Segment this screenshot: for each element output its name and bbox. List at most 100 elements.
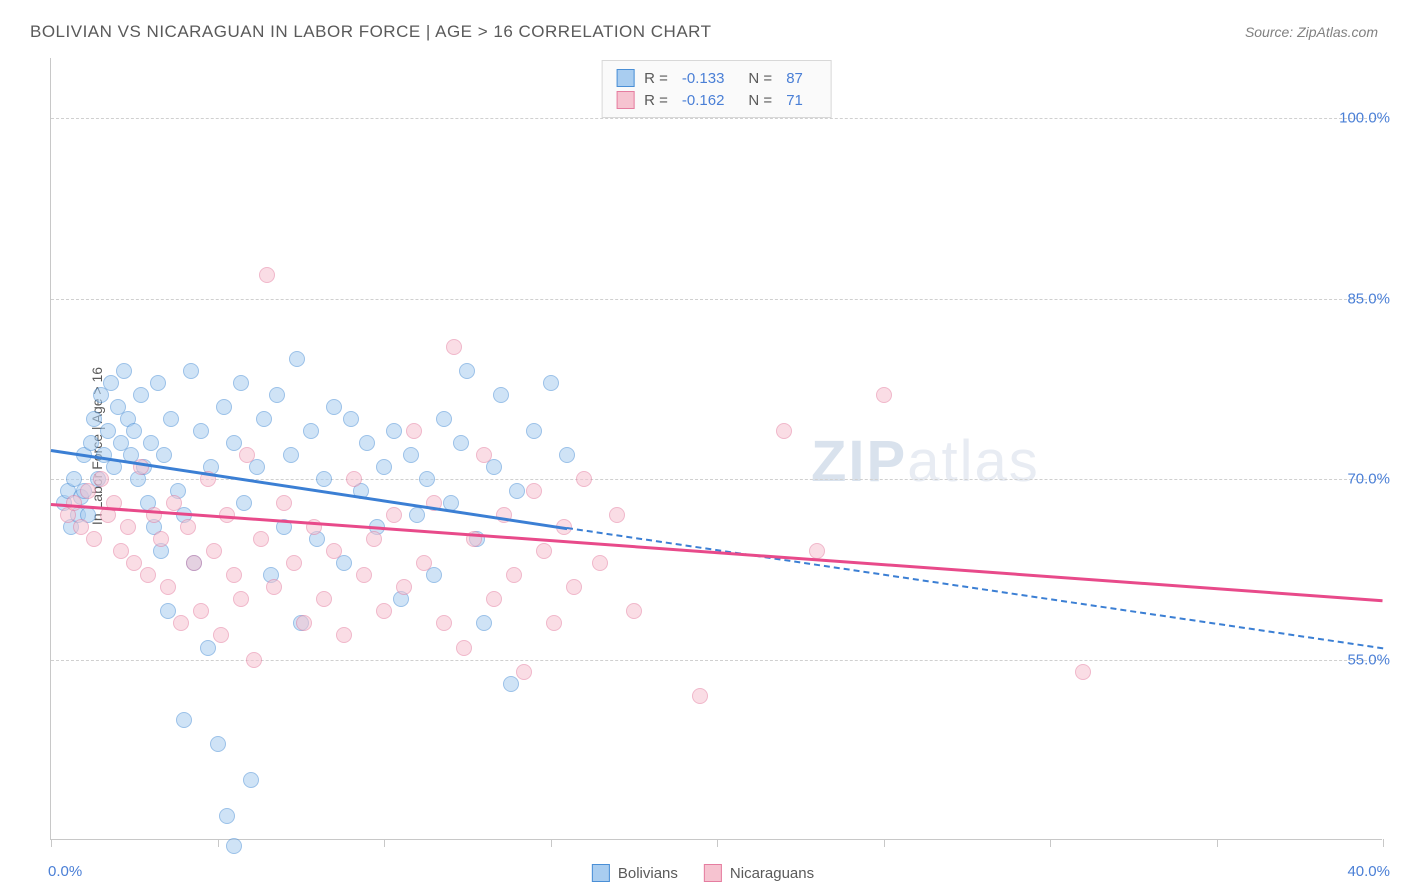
data-point xyxy=(160,603,176,619)
source-attribution: Source: ZipAtlas.com xyxy=(1245,24,1378,40)
data-point xyxy=(226,435,242,451)
trend-line xyxy=(51,503,1383,602)
data-point xyxy=(592,555,608,571)
data-point xyxy=(406,423,422,439)
x-tick xyxy=(1050,839,1051,847)
data-point xyxy=(180,519,196,535)
data-point xyxy=(409,507,425,523)
data-point xyxy=(73,519,89,535)
legend-label: Nicaraguans xyxy=(730,865,814,882)
watermark-bold: ZIP xyxy=(811,429,907,494)
legend-swatch xyxy=(616,91,634,109)
data-point xyxy=(506,567,522,583)
stat-n-label: N = xyxy=(748,92,772,109)
data-point xyxy=(143,435,159,451)
data-point xyxy=(316,591,332,607)
data-point xyxy=(66,495,82,511)
data-point xyxy=(173,615,189,631)
data-point xyxy=(276,495,292,511)
data-point xyxy=(526,423,542,439)
data-point xyxy=(416,555,432,571)
data-point xyxy=(809,543,825,559)
data-point xyxy=(206,543,222,559)
data-point xyxy=(486,591,502,607)
data-point xyxy=(296,615,312,631)
data-point xyxy=(286,555,302,571)
data-point xyxy=(226,567,242,583)
data-point xyxy=(236,495,252,511)
x-tick xyxy=(717,839,718,847)
data-point xyxy=(269,387,285,403)
gridline xyxy=(51,118,1382,119)
data-point xyxy=(289,351,305,367)
legend-item: Bolivians xyxy=(592,864,678,882)
x-tick-label: 40.0% xyxy=(1347,863,1390,880)
x-tick xyxy=(551,839,552,847)
data-point xyxy=(326,399,342,415)
legend-swatch xyxy=(616,69,634,87)
data-point xyxy=(253,531,269,547)
legend-swatch xyxy=(592,864,610,882)
data-point xyxy=(103,375,119,391)
data-point xyxy=(576,471,592,487)
series-legend: Bolivians Nicaraguans xyxy=(592,864,814,882)
data-point xyxy=(493,387,509,403)
data-point xyxy=(150,375,166,391)
data-point xyxy=(283,447,299,463)
data-point xyxy=(546,615,562,631)
legend-item: Nicaraguans xyxy=(704,864,814,882)
data-point xyxy=(326,543,342,559)
data-point xyxy=(346,471,362,487)
data-point xyxy=(503,676,519,692)
data-point xyxy=(456,640,472,656)
data-point xyxy=(213,627,229,643)
stat-r-value: -0.162 xyxy=(682,92,725,109)
data-point xyxy=(86,411,102,427)
data-point xyxy=(210,736,226,752)
data-point xyxy=(166,495,182,511)
data-point xyxy=(233,591,249,607)
data-point xyxy=(476,615,492,631)
stats-legend: R =-0.133N =87R =-0.162N =71 xyxy=(601,60,832,118)
data-point xyxy=(140,567,156,583)
data-point xyxy=(239,447,255,463)
data-point xyxy=(359,435,375,451)
data-point xyxy=(386,507,402,523)
data-point xyxy=(266,579,282,595)
data-point xyxy=(396,579,412,595)
data-point xyxy=(183,363,199,379)
stat-r-value: -0.133 xyxy=(682,70,725,87)
data-point xyxy=(233,375,249,391)
data-point xyxy=(126,423,142,439)
data-point xyxy=(876,387,892,403)
x-tick-label: 0.0% xyxy=(48,863,82,880)
data-point xyxy=(259,267,275,283)
data-point xyxy=(626,603,642,619)
data-point xyxy=(536,543,552,559)
legend-label: Bolivians xyxy=(618,865,678,882)
x-tick xyxy=(1383,839,1384,847)
data-point xyxy=(116,363,132,379)
data-point xyxy=(1075,664,1091,680)
x-tick xyxy=(218,839,219,847)
data-point xyxy=(93,471,109,487)
data-point xyxy=(566,579,582,595)
data-point xyxy=(303,423,319,439)
y-tick-label: 100.0% xyxy=(1339,110,1390,127)
data-point xyxy=(543,375,559,391)
data-point xyxy=(133,387,149,403)
data-point xyxy=(526,483,542,499)
data-point xyxy=(459,363,475,379)
data-point xyxy=(386,423,402,439)
stats-legend-row: R =-0.162N =71 xyxy=(616,89,817,111)
data-point xyxy=(246,652,262,668)
stat-n-value: 87 xyxy=(786,70,803,87)
data-point xyxy=(163,411,179,427)
data-point xyxy=(226,838,242,854)
data-point xyxy=(200,640,216,656)
x-tick xyxy=(51,839,52,847)
data-point xyxy=(120,519,136,535)
y-tick-label: 70.0% xyxy=(1347,471,1390,488)
data-point xyxy=(376,603,392,619)
data-point xyxy=(100,423,116,439)
